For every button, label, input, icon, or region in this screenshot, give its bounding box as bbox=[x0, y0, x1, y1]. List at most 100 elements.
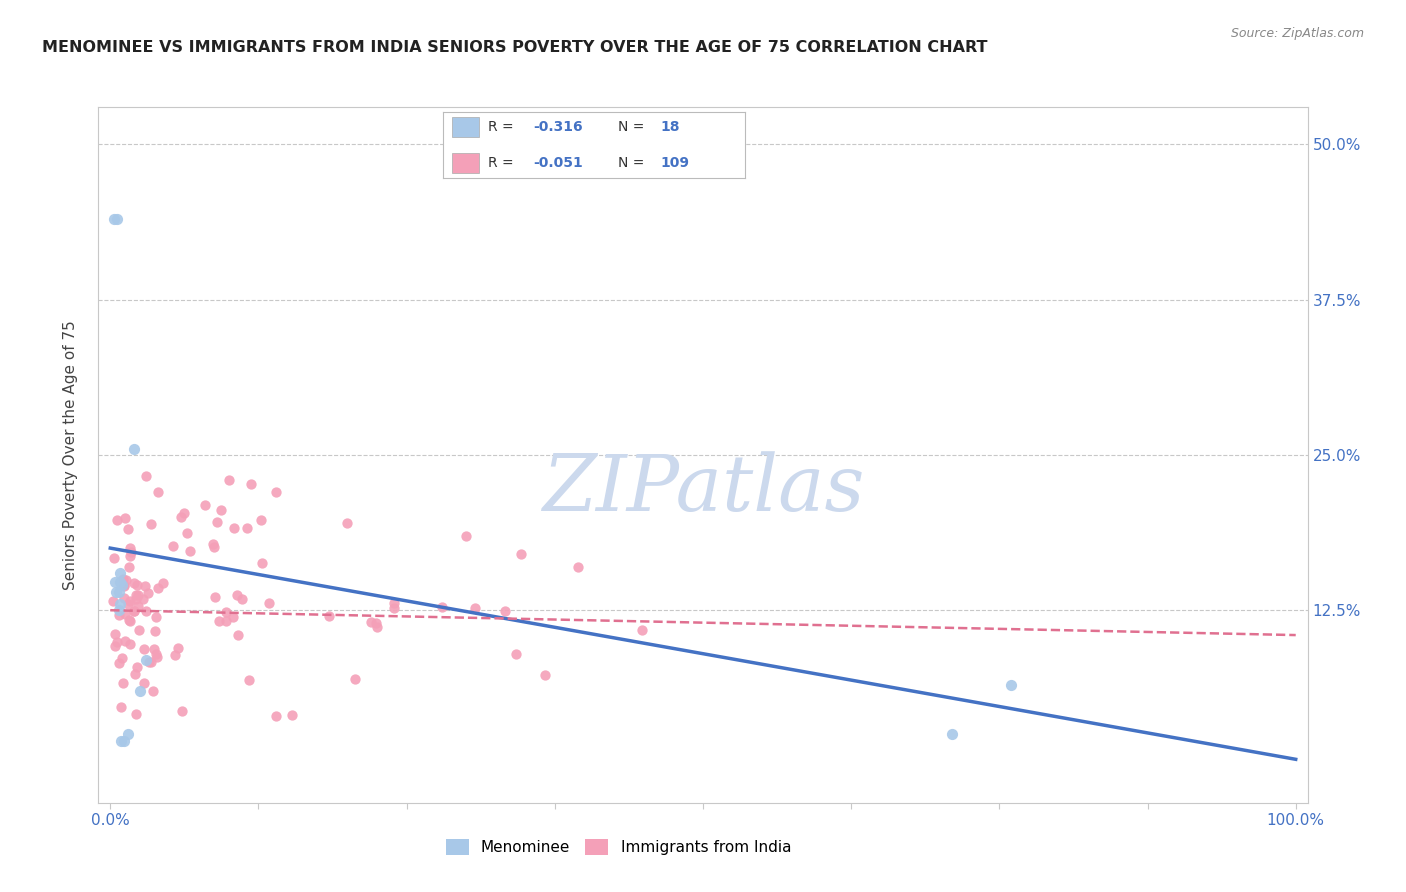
Point bbox=[238, 673, 260, 687]
Point bbox=[142, 683, 165, 698]
Point bbox=[173, 507, 195, 521]
Point bbox=[567, 559, 589, 574]
Text: 109: 109 bbox=[661, 156, 689, 170]
Point bbox=[107, 584, 129, 599]
Point bbox=[145, 624, 167, 639]
Point bbox=[127, 599, 149, 613]
Point bbox=[112, 579, 135, 593]
Point bbox=[132, 591, 155, 606]
Point bbox=[204, 591, 226, 605]
Point bbox=[510, 547, 533, 561]
Text: N =: N = bbox=[619, 120, 644, 134]
Point bbox=[105, 635, 128, 649]
Point bbox=[127, 588, 149, 602]
Point bbox=[202, 540, 225, 554]
Point bbox=[117, 727, 139, 741]
Point bbox=[138, 655, 160, 669]
Point bbox=[118, 637, 141, 651]
Text: MENOMINEE VS IMMIGRANTS FROM INDIA SENIORS POVERTY OVER THE AGE OF 75 CORRELATIO: MENOMINEE VS IMMIGRANTS FROM INDIA SENIO… bbox=[42, 40, 987, 55]
Text: 18: 18 bbox=[661, 120, 681, 134]
Point bbox=[382, 596, 405, 610]
Point bbox=[208, 614, 231, 628]
Point bbox=[336, 516, 359, 531]
Point bbox=[145, 647, 167, 661]
Point bbox=[112, 591, 135, 606]
Point bbox=[179, 544, 201, 558]
Point bbox=[1000, 678, 1022, 692]
Point bbox=[209, 503, 232, 517]
Point bbox=[494, 604, 516, 618]
Point bbox=[132, 641, 155, 656]
Point bbox=[166, 640, 188, 655]
Point bbox=[941, 727, 963, 741]
Point bbox=[108, 574, 131, 589]
Point bbox=[176, 525, 198, 540]
Point bbox=[114, 511, 136, 525]
Point bbox=[162, 539, 184, 553]
Text: ZIPatlas: ZIPatlas bbox=[541, 451, 865, 528]
Point bbox=[231, 591, 253, 606]
Point bbox=[129, 684, 152, 698]
Point bbox=[101, 594, 124, 608]
Point bbox=[124, 707, 146, 722]
Point bbox=[464, 601, 486, 615]
Text: N =: N = bbox=[619, 156, 644, 170]
Point bbox=[127, 660, 149, 674]
Point bbox=[215, 605, 238, 619]
Point bbox=[110, 700, 132, 714]
Point bbox=[145, 649, 167, 664]
Point bbox=[103, 551, 125, 566]
Point bbox=[170, 510, 193, 524]
Point bbox=[118, 615, 141, 629]
Y-axis label: Seniors Poverty Over the Age of 75: Seniors Poverty Over the Age of 75 bbox=[63, 320, 77, 590]
Point bbox=[630, 623, 652, 637]
Point bbox=[143, 642, 166, 657]
Point bbox=[152, 575, 174, 590]
Point bbox=[104, 640, 127, 654]
Point bbox=[118, 541, 141, 555]
Point bbox=[108, 597, 131, 611]
Point bbox=[222, 610, 245, 624]
Point bbox=[114, 634, 136, 648]
Point bbox=[163, 648, 186, 662]
Point bbox=[250, 513, 273, 527]
Text: Source: ZipAtlas.com: Source: ZipAtlas.com bbox=[1230, 27, 1364, 40]
Point bbox=[236, 521, 259, 535]
Point bbox=[534, 668, 557, 682]
Point bbox=[120, 593, 142, 607]
Point bbox=[344, 672, 367, 686]
Point bbox=[112, 578, 135, 592]
Point bbox=[257, 597, 280, 611]
Point bbox=[124, 604, 146, 618]
Point bbox=[115, 574, 138, 588]
Point bbox=[132, 676, 155, 690]
Text: R =: R = bbox=[488, 120, 513, 134]
Point bbox=[125, 588, 148, 602]
Point bbox=[110, 733, 132, 747]
Point bbox=[134, 579, 156, 593]
Point bbox=[505, 647, 527, 661]
Point bbox=[360, 615, 382, 629]
Point bbox=[122, 442, 145, 456]
Text: R =: R = bbox=[488, 156, 513, 170]
Point bbox=[107, 513, 129, 527]
Point bbox=[111, 651, 134, 665]
Point bbox=[105, 584, 128, 599]
Point bbox=[382, 601, 405, 615]
Point bbox=[104, 574, 127, 589]
Point bbox=[250, 556, 273, 570]
Point bbox=[135, 605, 157, 619]
Point bbox=[118, 613, 141, 627]
Point bbox=[120, 545, 142, 559]
Point bbox=[139, 655, 162, 669]
Text: -0.316: -0.316 bbox=[534, 120, 583, 134]
Point bbox=[120, 549, 142, 563]
Point bbox=[104, 627, 127, 641]
Point bbox=[135, 468, 157, 483]
Point bbox=[117, 522, 139, 536]
Point bbox=[114, 733, 136, 747]
Point bbox=[105, 211, 128, 226]
Point bbox=[146, 582, 169, 596]
Point bbox=[117, 597, 139, 611]
FancyBboxPatch shape bbox=[451, 153, 479, 173]
